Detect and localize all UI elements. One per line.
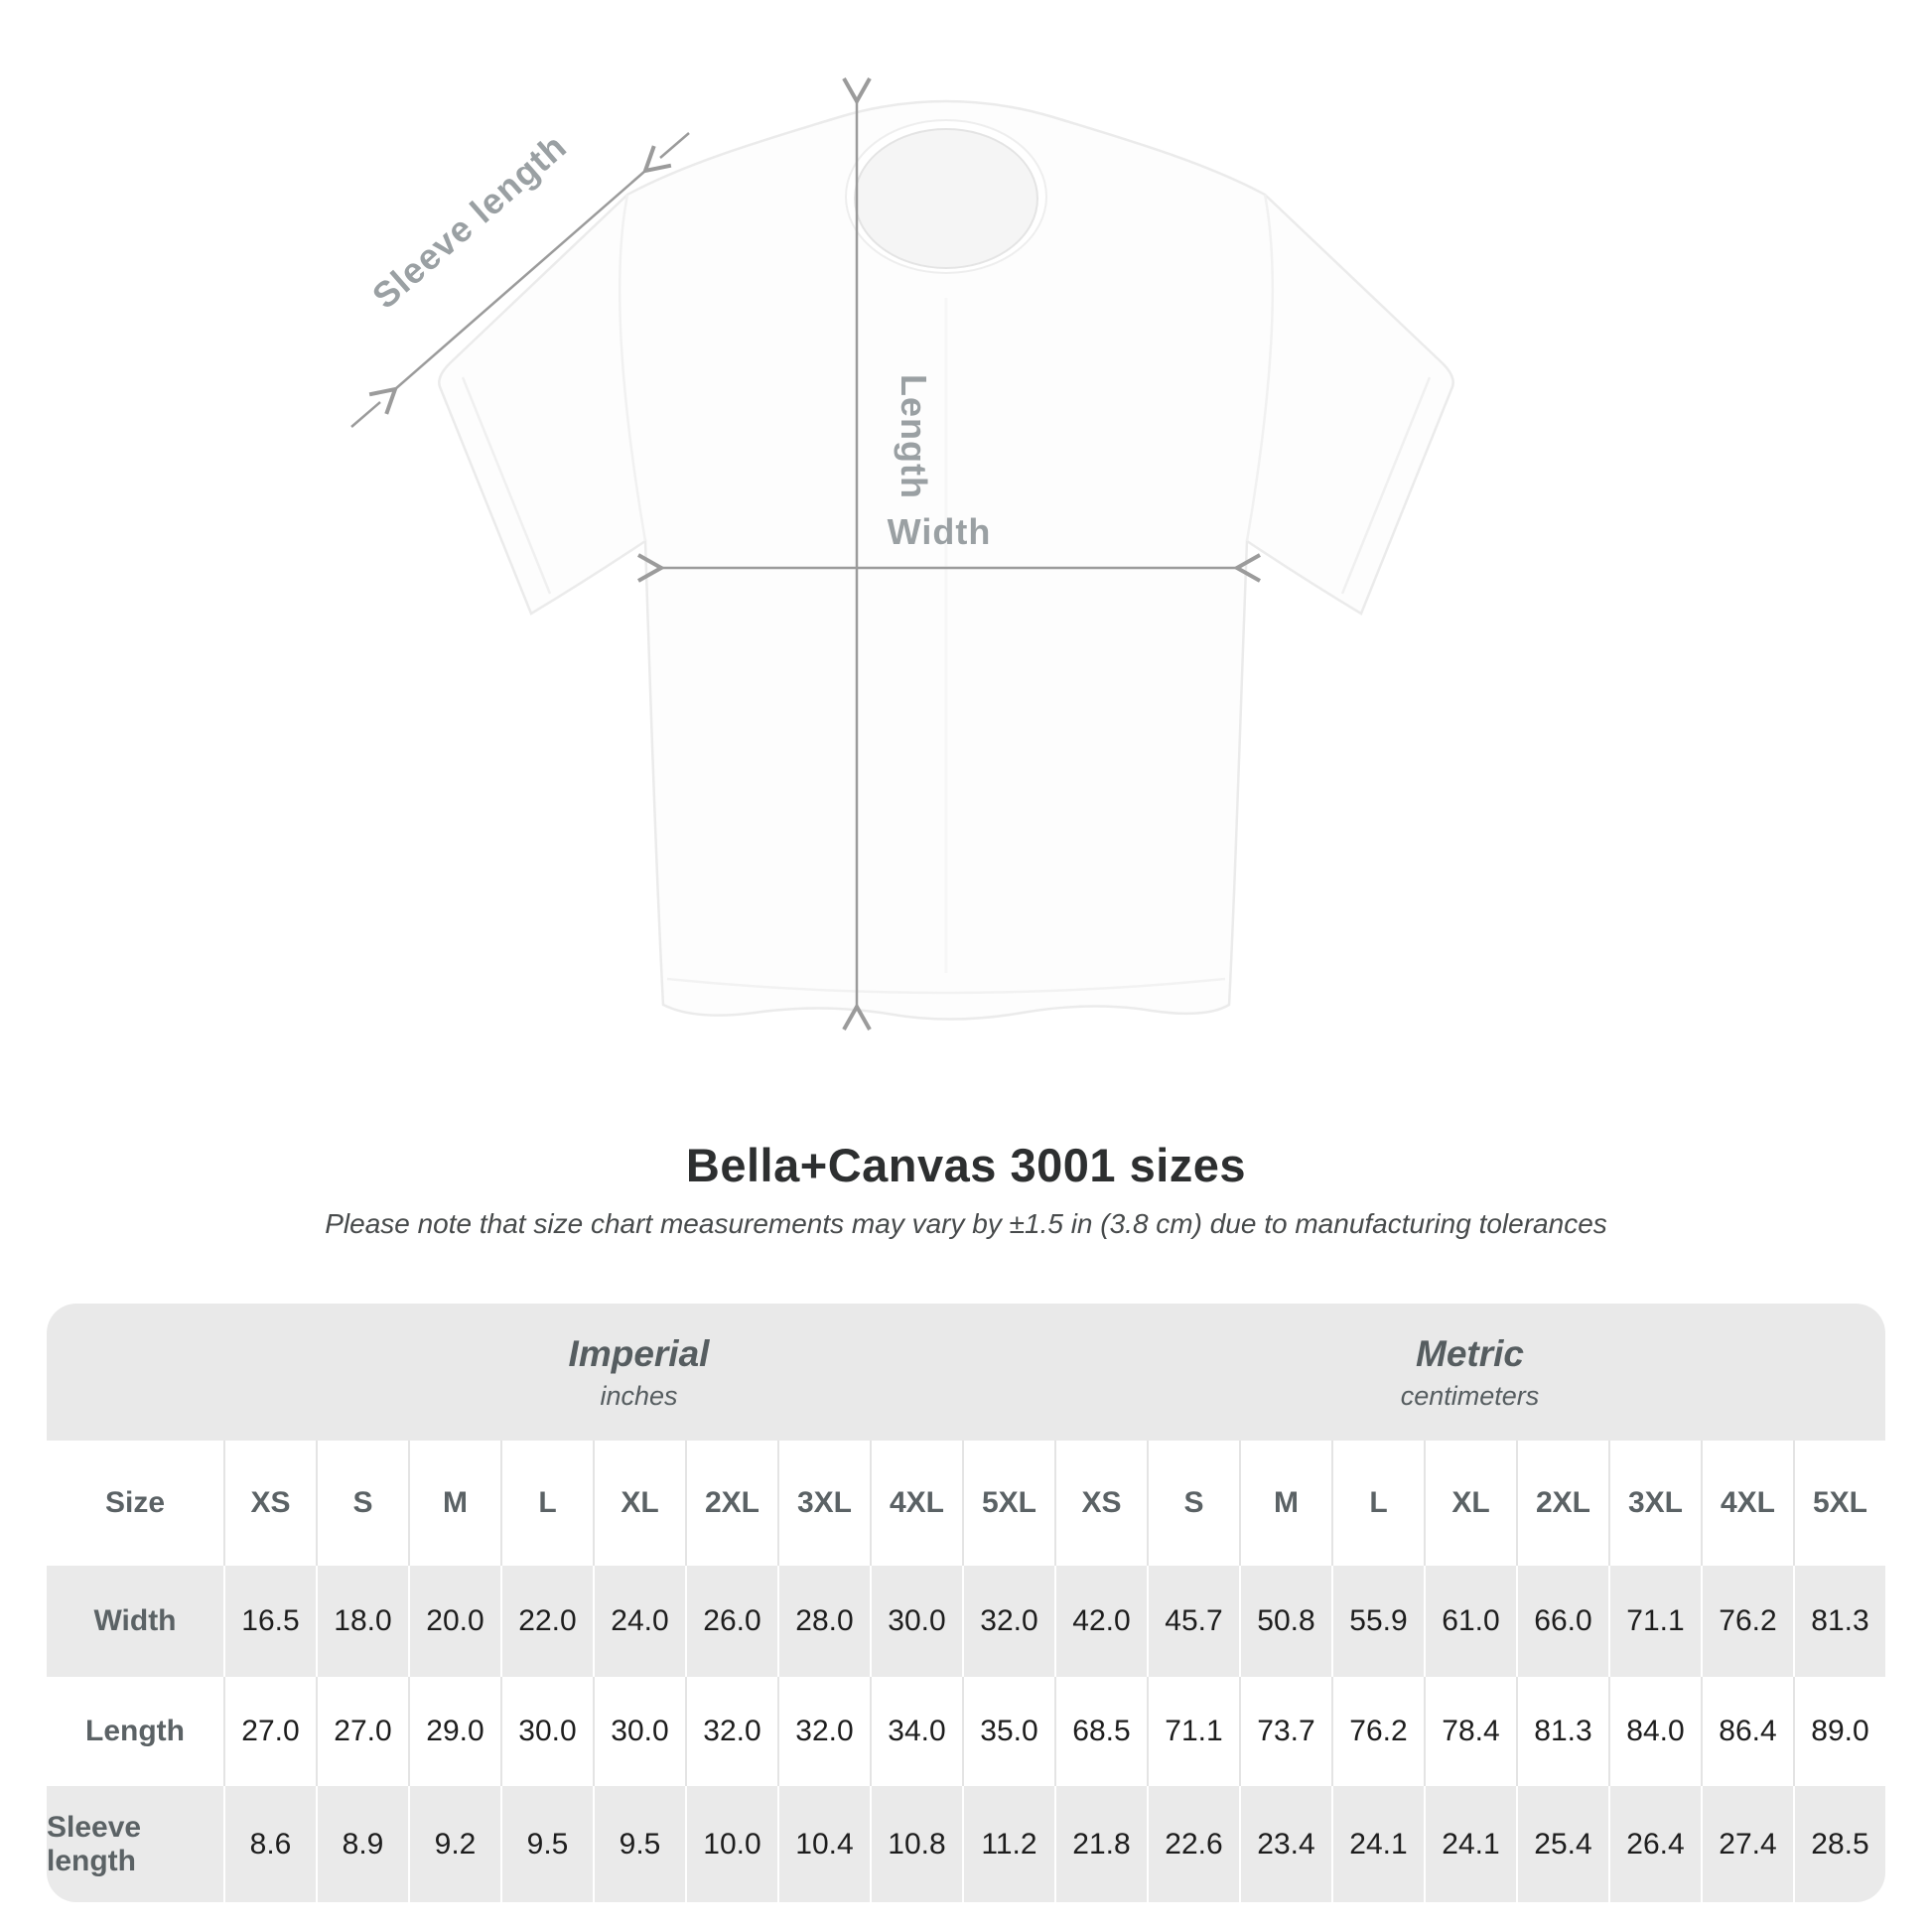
- sleeve-metric-value: 22.6: [1147, 1786, 1239, 1902]
- sleeve-imperial-value: 9.5: [593, 1786, 685, 1902]
- size-header-imperial: 3XL: [777, 1441, 870, 1566]
- sleeve-imperial-value: 9.5: [500, 1786, 593, 1902]
- sleeve-metric-value: 27.4: [1701, 1786, 1793, 1902]
- sleeve-imperial-value: 8.6: [223, 1786, 316, 1902]
- size-table: Imperial inches Metric centimeters Size …: [47, 1304, 1885, 1902]
- length-imperial-value: 34.0: [870, 1677, 962, 1786]
- size-header-imperial: S: [316, 1441, 408, 1566]
- row-label-width: Width: [47, 1566, 223, 1677]
- size-header-imperial: 4XL: [870, 1441, 962, 1566]
- length-imperial-value: 30.0: [500, 1677, 593, 1786]
- sleeve-imperial-value: 10.4: [777, 1786, 870, 1902]
- imperial-label: Imperial: [568, 1332, 710, 1374]
- row-label-length: Length: [47, 1677, 223, 1786]
- length-imperial-value: 32.0: [685, 1677, 777, 1786]
- sleeve-imperial-value: 10.0: [685, 1786, 777, 1902]
- size-header-metric: M: [1239, 1441, 1331, 1566]
- sleeve-imperial-value: 11.2: [962, 1786, 1054, 1902]
- width-metric-value: 71.1: [1608, 1566, 1701, 1677]
- length-label: Length: [894, 374, 934, 499]
- size-header-metric: S: [1147, 1441, 1239, 1566]
- sleeve-metric-value: 28.5: [1793, 1786, 1885, 1902]
- length-imperial-value: 35.0: [962, 1677, 1054, 1786]
- length-metric-value: 73.7: [1239, 1677, 1331, 1786]
- sleeve-metric-value: 24.1: [1424, 1786, 1516, 1902]
- size-header-imperial: M: [408, 1441, 500, 1566]
- length-imperial-value: 32.0: [777, 1677, 870, 1786]
- page-subtitle: Please note that size chart measurements…: [325, 1208, 1607, 1239]
- sleeve-imperial-value: 8.9: [316, 1786, 408, 1902]
- row-label-sleeve-length: Sleeve length: [47, 1786, 223, 1902]
- title-block: Bella+Canvas 3001 sizes Please note that…: [0, 1138, 1932, 1240]
- tshirt-illustration: Length Width Sleeve length: [350, 0, 1454, 1132]
- length-metric-value: 78.4: [1424, 1677, 1516, 1786]
- width-label: Width: [888, 511, 992, 552]
- imperial-unit: inches: [600, 1380, 678, 1411]
- size-column-header: Size: [47, 1441, 223, 1566]
- length-metric-value: 81.3: [1516, 1677, 1608, 1786]
- size-header-metric: L: [1331, 1441, 1424, 1566]
- metric-label: Metric: [1416, 1332, 1524, 1374]
- width-imperial-value: 32.0: [962, 1566, 1054, 1677]
- sleeve-metric-value: 23.4: [1239, 1786, 1331, 1902]
- size-header-metric: XS: [1054, 1441, 1147, 1566]
- imperial-header: Imperial inches: [223, 1304, 1054, 1441]
- size-header-metric: 5XL: [1793, 1441, 1885, 1566]
- tshirt-measurement-diagram: Length Width Sleeve length: [350, 0, 1454, 1132]
- width-metric-value: 45.7: [1147, 1566, 1239, 1677]
- size-header-metric: 2XL: [1516, 1441, 1608, 1566]
- width-imperial-value: 20.0: [408, 1566, 500, 1677]
- sleeve-metric-value: 25.4: [1516, 1786, 1608, 1902]
- size-header-metric: 4XL: [1701, 1441, 1793, 1566]
- width-imperial-value: 22.0: [500, 1566, 593, 1677]
- width-dimension: Width: [661, 511, 1237, 568]
- tshirt-outline: [438, 99, 1454, 1021]
- width-metric-value: 81.3: [1793, 1566, 1885, 1677]
- length-imperial-value: 30.0: [593, 1677, 685, 1786]
- length-imperial-value: 27.0: [316, 1677, 408, 1786]
- metric-unit: centimeters: [1400, 1380, 1540, 1411]
- size-header-metric: XL: [1424, 1441, 1516, 1566]
- width-metric-value: 42.0: [1054, 1566, 1147, 1677]
- width-metric-value: 66.0: [1516, 1566, 1608, 1677]
- width-metric-value: 55.9: [1331, 1566, 1424, 1677]
- width-imperial-value: 30.0: [870, 1566, 962, 1677]
- length-metric-value: 86.4: [1701, 1677, 1793, 1786]
- collar: [845, 119, 1047, 274]
- page-title: Bella+Canvas 3001 sizes: [685, 1139, 1247, 1191]
- width-imperial-value: 16.5: [223, 1566, 316, 1677]
- band-corner-spacer: [47, 1304, 223, 1441]
- length-metric-value: 76.2: [1331, 1677, 1424, 1786]
- length-imperial-value: 27.0: [223, 1677, 316, 1786]
- size-header-imperial: 5XL: [962, 1441, 1054, 1566]
- sleeve-imperial-value: 10.8: [870, 1786, 962, 1902]
- width-metric-value: 76.2: [1701, 1566, 1793, 1677]
- sleeve-metric-value: 26.4: [1608, 1786, 1701, 1902]
- length-metric-value: 89.0: [1793, 1677, 1885, 1786]
- length-metric-value: 68.5: [1054, 1677, 1147, 1786]
- width-metric-value: 50.8: [1239, 1566, 1331, 1677]
- size-header-imperial: 2XL: [685, 1441, 777, 1566]
- length-metric-value: 84.0: [1608, 1677, 1701, 1786]
- length-metric-value: 71.1: [1147, 1677, 1239, 1786]
- width-imperial-value: 26.0: [685, 1566, 777, 1677]
- width-imperial-value: 28.0: [777, 1566, 870, 1677]
- size-header-imperial: XS: [223, 1441, 316, 1566]
- width-imperial-value: 18.0: [316, 1566, 408, 1677]
- sleeve-metric-value: 21.8: [1054, 1786, 1147, 1902]
- size-header-imperial: XL: [593, 1441, 685, 1566]
- sleeve-metric-value: 24.1: [1331, 1786, 1424, 1902]
- width-metric-value: 61.0: [1424, 1566, 1516, 1677]
- metric-header: Metric centimeters: [1054, 1304, 1885, 1441]
- width-imperial-value: 24.0: [593, 1566, 685, 1677]
- size-header-metric: 3XL: [1608, 1441, 1701, 1566]
- sleeve-imperial-value: 9.2: [408, 1786, 500, 1902]
- size-header-imperial: L: [500, 1441, 593, 1566]
- length-imperial-value: 29.0: [408, 1677, 500, 1786]
